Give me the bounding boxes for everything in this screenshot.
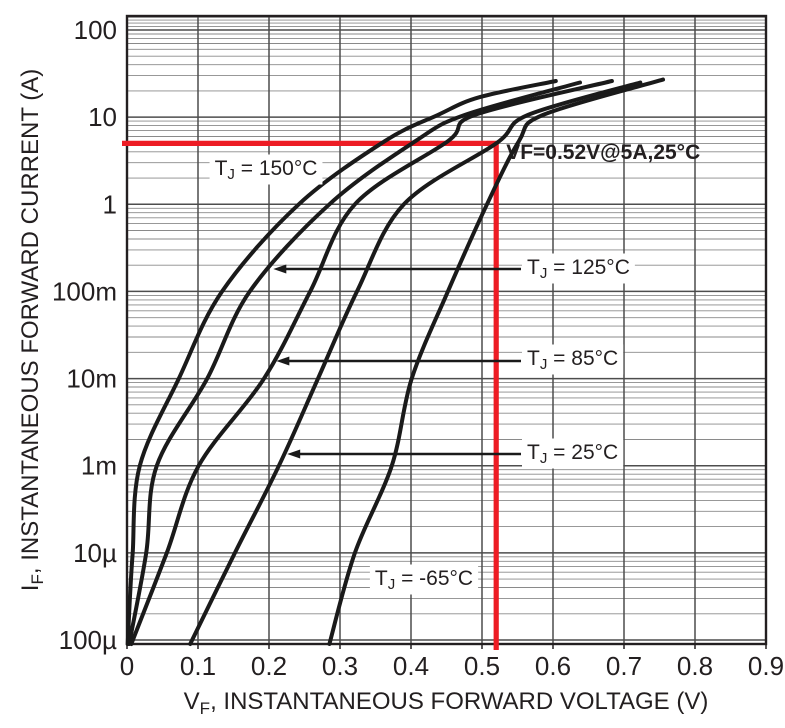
y-tick-100m: 100m [52,276,117,306]
x-tick-0.5: 0.5 [464,651,500,681]
curve-label-tj-150c: TJ = 150°C [215,157,318,183]
y-tick-1m: 1m [81,451,117,481]
y-tick-10m: 10m [66,364,117,394]
x-tick-0.9: 0.9 [748,651,784,681]
y-tick-100µ: 100µ [59,625,117,655]
curve-tj-25c [188,80,643,646]
curve-label-tj--65c: TJ = -65°C [375,567,473,593]
curve-label-bg [522,438,624,469]
curve-label-arrowhead [287,449,301,459]
curve-label-bg [209,154,323,185]
curve-labels: TJ = 150°C TJ = 125°C TJ = 85°C TJ = 25°C TJ… [209,154,635,595]
curve-label-bg [522,344,624,375]
curve-label-arrowhead [276,356,290,366]
y-tick-100: 100 [74,15,117,45]
x-tick-0.4: 0.4 [393,651,429,681]
curve-label-bg [522,253,635,284]
x-axis-title: VF, INSTANTANEOUS FORWARD VOLTAGE (V) [184,688,709,718]
curve-tj--65c [327,77,665,646]
curve-tj-125c [127,80,582,646]
curve-label-bg [369,564,479,595]
y-tick-1: 1 [103,189,117,219]
curve-label-tj-85c: TJ = 85°C [527,347,618,373]
x-tick-0.7: 0.7 [606,651,642,681]
temperature-curves [125,77,665,646]
vf-annotation-text: VF=0.52V@5A,25°C [506,141,700,164]
y-tick-10µ: 10µ [73,538,117,568]
y-axis-title: IF, INSTANTANEOUS FORWARD CURRENT (A) [17,69,47,591]
plot-border [125,14,768,646]
y-tick-10: 10 [88,102,117,132]
curve-label-tj-25c: TJ = 25°C [527,441,618,467]
x-tick-0.1: 0.1 [180,651,216,681]
curve-tj-150c [125,79,558,646]
x-tick-0.8: 0.8 [677,651,713,681]
x-tick-0: 0 [120,651,134,681]
grid-minor-lines [127,16,766,615]
x-tick-0.6: 0.6 [535,651,571,681]
curve-label-tj-125c: TJ = 125°C [527,256,630,282]
x-tick-0.3: 0.3 [322,651,358,681]
curve-tj-85c [129,79,614,646]
curve-label-arrowhead [273,264,287,274]
x-tick-0.2: 0.2 [251,651,287,681]
